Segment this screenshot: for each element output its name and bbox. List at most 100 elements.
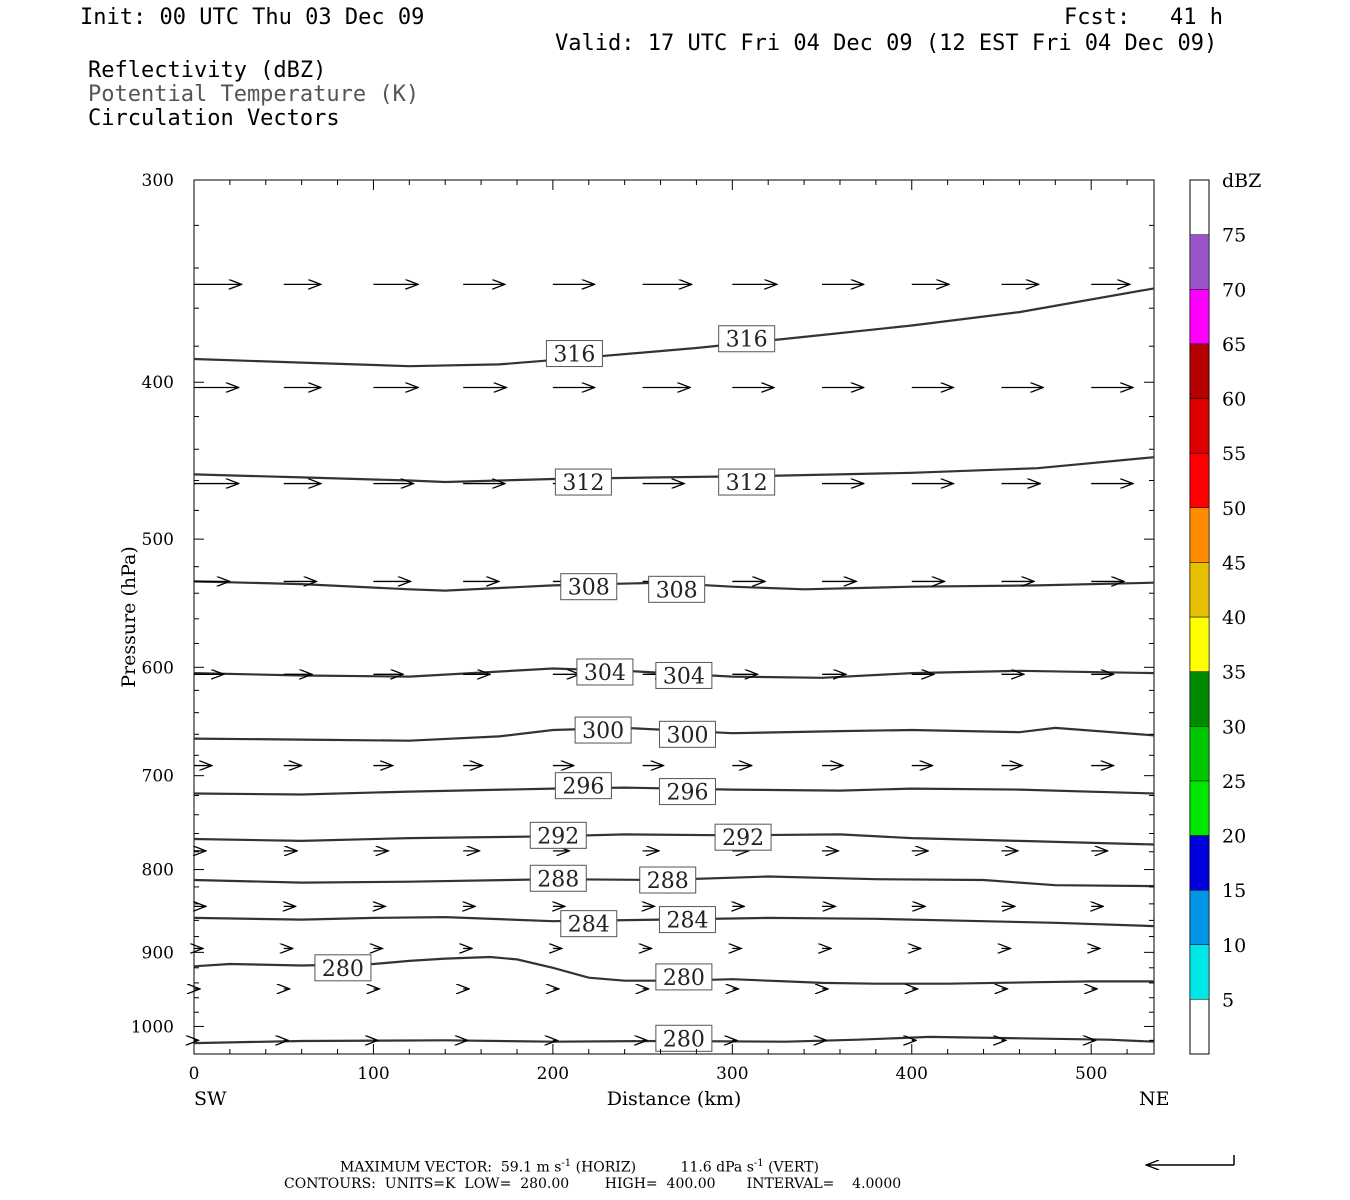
colorbar-label-10: 10 — [1222, 935, 1246, 957]
colorbar-label-35: 35 — [1222, 662, 1246, 684]
contour-label-280-0: 280 — [322, 957, 364, 982]
max-vector-horiz-text: MAXIMUM VECTOR: 59.1 m s — [340, 1159, 562, 1176]
contour-label-box-280-0 — [314, 954, 372, 982]
contour-label-296-0: 296 — [562, 775, 604, 800]
contour-label-box-300-0 — [574, 716, 632, 744]
colorbar-label-65: 65 — [1222, 334, 1246, 356]
footer-max-vector: MAXIMUM VECTOR: 59.1 m s-1 (HORIZ) 11.6 … — [340, 1158, 819, 1176]
contour-label-box-308-0 — [560, 573, 618, 601]
colorbar-label-40: 40 — [1222, 607, 1246, 629]
colorbar-swatch-10 — [1189, 398, 1210, 454]
x-axis: 0 100 200 300 400 500 — [189, 180, 1128, 1084]
x-tick-label-300: 300 — [716, 1064, 748, 1084]
x-tick-label-500: 500 — [1075, 1064, 1107, 1084]
contour-label-box-292-1 — [714, 823, 772, 851]
contour-label-box-280-0 — [655, 1024, 713, 1052]
colorbar-swatch-11 — [1189, 343, 1210, 399]
colorbar-label-15: 15 — [1222, 880, 1246, 902]
colorbar-swatch-3 — [1189, 780, 1210, 836]
colorbar-label-25: 25 — [1222, 771, 1246, 793]
max-vector-vert-text: (HORIZ) 11.6 dPa s — [571, 1159, 754, 1176]
contour-292-6 — [193, 833, 1155, 846]
init-time: Init: 00 UTC Thu 03 Dec 09 — [80, 5, 425, 30]
y-tick-label-300: 300 — [142, 171, 174, 191]
colorbar-swatch-4 — [1189, 726, 1210, 782]
field-potential-temperature: Potential Temperature (K) — [88, 82, 420, 107]
contour-280-9 — [193, 955, 1154, 985]
contour-label-box-304-0 — [576, 658, 634, 686]
colorbar-swatch-0 — [1189, 944, 1210, 1000]
contour-label-308-0: 308 — [568, 576, 610, 601]
contour-label-284-0: 284 — [568, 913, 610, 938]
y-tick-label-800: 800 — [142, 861, 174, 881]
x-tick-label-0: 0 — [189, 1064, 200, 1084]
forecast-hour: Fcst: 41 h — [1064, 5, 1223, 30]
max-vector-horiz-exponent: -1 — [561, 1158, 572, 1169]
contour-label-296-1: 296 — [666, 781, 708, 806]
colorbar-label-75: 75 — [1222, 225, 1246, 247]
contour-label-box-300-1 — [658, 720, 716, 748]
x-tick-label-100: 100 — [357, 1064, 389, 1084]
contour-label-box-316-1 — [718, 325, 776, 353]
contour-label-box-296-1 — [658, 778, 716, 806]
colorbar-units: dBZ — [1222, 170, 1261, 192]
valid-time: Valid: 17 UTC Fri 04 Dec 09 (12 EST Fri … — [555, 31, 1218, 56]
x-right-end-label: NE — [1139, 1088, 1170, 1110]
colorbar-label-30: 30 — [1222, 716, 1246, 738]
contour-labels: 316 316 312 312 308 308 304 304 300 300 296 296 292 2… — [314, 325, 776, 1052]
contour-label-292-1: 292 — [722, 826, 764, 851]
y-tick-label-1000: 1000 — [131, 1017, 174, 1037]
colorbar-label-60: 60 — [1222, 389, 1246, 411]
contour-label-284-1: 284 — [666, 909, 708, 934]
colorbar-label-55: 55 — [1222, 443, 1246, 465]
y-axis: 300 400 500 600 700 800 900 1000 — [131, 171, 1154, 1055]
colorbar-swatch-13 — [1189, 234, 1210, 290]
contour-label-280-0: 280 — [663, 1027, 705, 1052]
y-axis-label: Pressure (hPa) — [118, 546, 140, 688]
contour-label-box-288-0 — [529, 864, 587, 892]
contour-label-288-0: 288 — [537, 867, 579, 892]
colorbar-swatch-8 — [1189, 507, 1210, 563]
contour-label-280-1: 280 — [663, 966, 705, 991]
contour-label-box-312-0 — [554, 468, 612, 496]
contour-label-316-1: 316 — [726, 328, 768, 353]
x-axis-label: Distance (km) — [607, 1088, 742, 1110]
colorbar-swatch-2 — [1189, 835, 1210, 891]
colorbar-swatch-12 — [1189, 289, 1210, 345]
contour-label-box-284-1 — [658, 906, 716, 934]
contour-label-box-288-1 — [639, 866, 697, 894]
contour-label-box-308-1 — [648, 575, 706, 603]
contour-label-box-312-1 — [718, 468, 776, 496]
contour-label-box-316-0 — [545, 340, 603, 368]
colorbar-label-20: 20 — [1222, 826, 1246, 848]
x-tick-label-400: 400 — [896, 1064, 928, 1084]
field-reflectivity: Reflectivity (dBZ) — [88, 58, 327, 83]
contour-312-1 — [193, 456, 1155, 484]
contour-label-box-304-1 — [655, 661, 713, 689]
contour-label-304-0: 304 — [584, 661, 626, 686]
contour-label-308-1: 308 — [656, 578, 698, 603]
footer-contours: CONTOURS: UNITS=K LOW= 280.00 HIGH= 400.… — [284, 1176, 902, 1192]
contour-label-box-296-0 — [554, 772, 612, 800]
colorbar-label-5: 5 — [1222, 989, 1234, 1011]
field-circulation-vectors: Circulation Vectors — [88, 106, 340, 131]
reflectivity-colorbar: 5 10 15 20 25 30 35 40 45 50 55 60 65 70 75 — [1189, 179, 1246, 1055]
colorbar-label-50: 50 — [1222, 498, 1246, 520]
max-vector-vert-exponent: -1 — [753, 1158, 764, 1169]
colorbar-swatch-9 — [1189, 452, 1210, 509]
y-tick-label-500: 500 — [142, 530, 174, 550]
colorbar-swatch-6 — [1189, 616, 1210, 672]
contour-label-box-284-0 — [560, 910, 618, 938]
contour-label-304-1: 304 — [663, 664, 705, 689]
contour-label-288-1: 288 — [647, 869, 689, 894]
contour-label-312-0: 312 — [562, 471, 604, 496]
contour-label-300-0: 300 — [582, 719, 624, 744]
contour-label-292-0: 292 — [537, 824, 579, 849]
colorbar-swatch-7 — [1189, 562, 1210, 618]
contour-316-0 — [193, 287, 1155, 368]
contour-label-316-0: 316 — [553, 343, 595, 368]
x-left-end-label: SW — [194, 1088, 227, 1110]
y-tick-label-900: 900 — [142, 943, 174, 963]
colorbar-swatch-5 — [1189, 671, 1210, 727]
